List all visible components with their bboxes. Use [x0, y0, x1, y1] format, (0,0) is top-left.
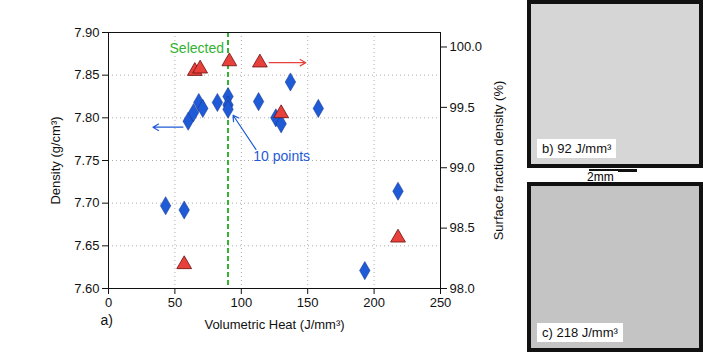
svg-text:10 points: 10 points	[253, 148, 310, 164]
svg-text:7.80: 7.80	[74, 110, 99, 125]
svg-text:Volumetric Heat (J/mm³): Volumetric Heat (J/mm³)	[204, 317, 344, 332]
svg-text:7.75: 7.75	[74, 153, 99, 168]
svg-text:200: 200	[363, 295, 385, 310]
svg-text:7.70: 7.70	[74, 195, 99, 210]
svg-text:250: 250	[430, 295, 452, 310]
svg-text:100: 100	[230, 295, 252, 310]
svg-text:Surface fraction density (%): Surface fraction density (%)	[491, 81, 506, 241]
svg-text:99.5: 99.5	[450, 100, 475, 115]
html-text:2mm: 2mm	[587, 170, 614, 184]
svg-text:7.90: 7.90	[74, 25, 99, 40]
svg-text:Selected: Selected	[170, 40, 224, 56]
html-text:b) 92 J/mm³: b) 92 J/mm³	[542, 141, 612, 156]
html-text:c) 218 J/mm³: c) 218 J/mm³	[542, 325, 618, 340]
svg-text:7.85: 7.85	[74, 67, 99, 82]
svg-text:0: 0	[105, 295, 112, 310]
svg-text:50: 50	[168, 295, 182, 310]
svg-text:99.0: 99.0	[450, 160, 475, 175]
svg-text:150: 150	[297, 295, 319, 310]
svg-text:98.0: 98.0	[450, 281, 475, 296]
svg-text:98.5: 98.5	[450, 220, 475, 235]
svg-text:100.0: 100.0	[450, 39, 483, 54]
svg-text:a): a)	[101, 312, 113, 328]
svg-text:7.60: 7.60	[74, 281, 99, 296]
svg-text:7.65: 7.65	[74, 238, 99, 253]
svg-text:Density (g/cm³): Density (g/cm³)	[48, 116, 63, 204]
